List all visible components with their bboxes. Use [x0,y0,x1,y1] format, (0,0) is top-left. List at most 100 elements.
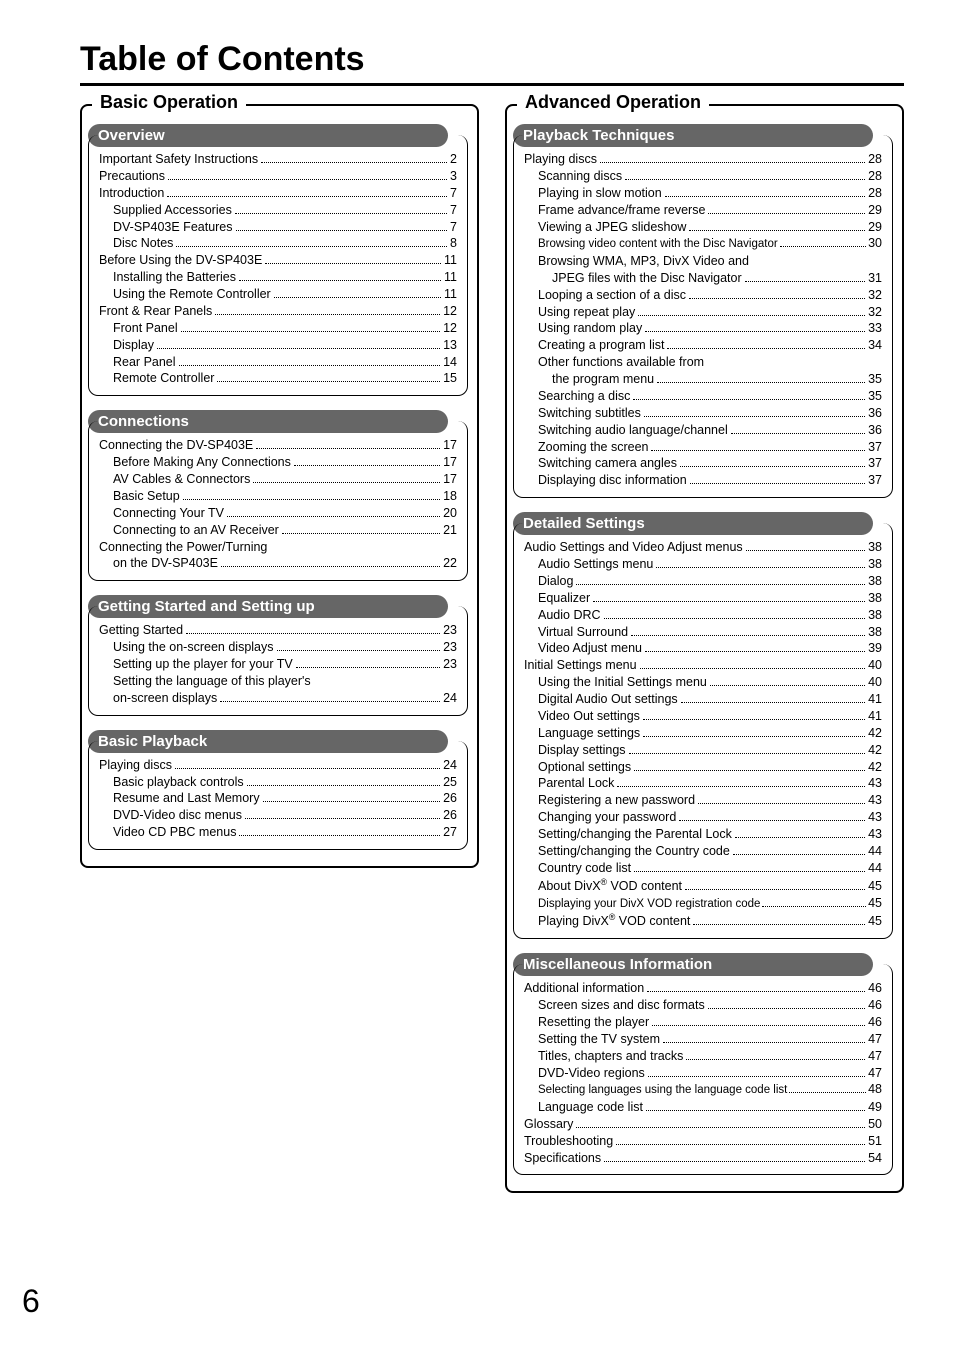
toc-page-number: 47 [868,1031,882,1048]
toc-page-number: 28 [868,151,882,168]
toc-label: Titles, chapters and tracks [538,1048,683,1065]
toc-line: Browsing video content with the Disc Nav… [524,235,882,253]
toc-line: Language code list49 [524,1099,882,1116]
toc-leader-dots [167,187,447,197]
toc-page-number: 22 [443,555,457,572]
toc-page-number: 42 [868,759,882,776]
toc-label: Using the Remote Controller [113,286,271,303]
toc-label: Setting the language of this player's [113,673,311,690]
toc-leader-dots [644,407,865,417]
toc-line: Scanning discs 28 [524,168,882,185]
toc-line: Displaying your DivX VOD registration co… [524,895,882,913]
toc-leader-dots [663,1033,865,1043]
toc-page-number: 47 [868,1048,882,1065]
toc-label: Equalizer [538,590,590,607]
toc-line: DV-SP403E Features7 [99,219,457,236]
toc-line: Before Making Any Connections17 [99,454,457,471]
toc-page-number: 14 [443,354,457,371]
toc-label: Basic playback controls [113,774,244,791]
toc-page-number: 40 [868,657,882,674]
toc-leader-dots [263,793,441,803]
toc-line: Video CD PBC menus27 [99,824,457,841]
toc-label: Before Making Any Connections [113,454,291,471]
toc-page-number: 3 [450,168,457,185]
toc-label: Setting the TV system [538,1031,660,1048]
toc-leader-dots [745,272,865,282]
toc-label: Language code list [538,1099,643,1116]
toc-page-number: 12 [443,320,457,337]
toc-label: Playing in slow motion [538,185,662,202]
toc-label: on the DV-SP403E [113,555,218,572]
toc-leader-dots [604,609,866,619]
toc-line: Resetting the player 46 [524,1014,882,1031]
toc-label: Changing your password [538,809,676,826]
toc-leader-dots [665,187,865,197]
section-body-connections: Connecting the DV-SP403E17Before Making … [88,421,468,581]
toc-leader-dots [685,880,865,890]
toc-leader-dots [631,626,865,636]
toc-label: Video Out settings [538,708,640,725]
toc-label: Optional settings [538,759,631,776]
toc-line: Display settings42 [524,742,882,759]
toc-page-number: 54 [868,1150,882,1167]
toc-label: Video Adjust menu [538,640,642,657]
toc-page-number: 20 [443,505,457,522]
toc-leader-dots [181,322,440,332]
toc-label: Connecting the DV-SP403E [99,437,253,454]
toc-label: Country code list [538,860,631,877]
toc-label: Scanning discs [538,168,622,185]
toc-page-number: 44 [868,843,882,860]
toc-line: Playing in slow motion28 [524,185,882,202]
toc-line: Glossary50 [524,1116,882,1133]
toc-label: Using the Initial Settings menu [538,674,707,691]
toc-leader-dots [735,828,865,838]
toc-label: Audio Settings and Video Adjust menus [524,539,743,556]
toc-page-number: 38 [868,590,882,607]
toc-page-number: 36 [868,422,882,439]
toc-page-number: 31 [868,270,882,287]
toc-page-number: 12 [443,303,457,320]
toc-page-number: 28 [868,168,882,185]
toc-label: Connecting Your TV [113,505,224,522]
toc-line: Registering a new password43 [524,792,882,809]
toc-label: Playing discs [99,757,172,774]
toc-leader-dots [220,692,440,702]
right-group: Advanced Operation Playback TechniquesPl… [505,104,904,1193]
toc-leader-dots [656,558,865,568]
toc-page-number: 43 [868,826,882,843]
toc-line: Dialog38 [524,573,882,590]
toc-leader-dots [175,759,440,769]
toc-leader-dots [762,897,866,907]
toc-line: Specifications54 [524,1150,882,1167]
toc-label: Connecting the Power/Turning [99,539,267,556]
toc-leader-dots [176,238,447,248]
toc-line: Digital Audio Out settings41 [524,691,882,708]
toc-line: Audio DRC38 [524,607,882,624]
toc-line: Setting the language of this player's [99,673,457,690]
toc-leader-dots [681,693,865,703]
toc-page-number: 38 [868,624,882,641]
toc-label: Frame advance/frame reverse [538,202,705,219]
toc-leader-dots [643,727,865,737]
page: Table of Contents Basic Operation Overvi… [0,0,954,1348]
toc-line: Troubleshooting51 [524,1133,882,1150]
toc-leader-dots [277,641,441,651]
toc-label: Front & Rear Panels [99,303,212,320]
toc-leader-dots [256,440,440,450]
toc-label: Audio Settings menu [538,556,653,573]
toc-label: Language settings [538,725,640,742]
toc-page-number: 43 [868,809,882,826]
toc-page-number: 36 [868,405,882,422]
toc-line: Selecting languages using the language c… [524,1081,882,1099]
toc-label: Resetting the player [538,1014,649,1031]
section-body-misc-info: Additional information46Screen sizes and… [513,964,893,1175]
toc-leader-dots [645,323,865,333]
toc-leader-dots [625,170,865,180]
toc-leader-dots [733,845,865,855]
toc-page-number: 46 [868,1014,882,1031]
toc-page-number: 17 [443,471,457,488]
toc-line: Virtual Surround38 [524,624,882,641]
toc-leader-dots [708,204,865,214]
toc-leader-dots [217,373,440,383]
toc-page-number: 15 [443,370,457,387]
